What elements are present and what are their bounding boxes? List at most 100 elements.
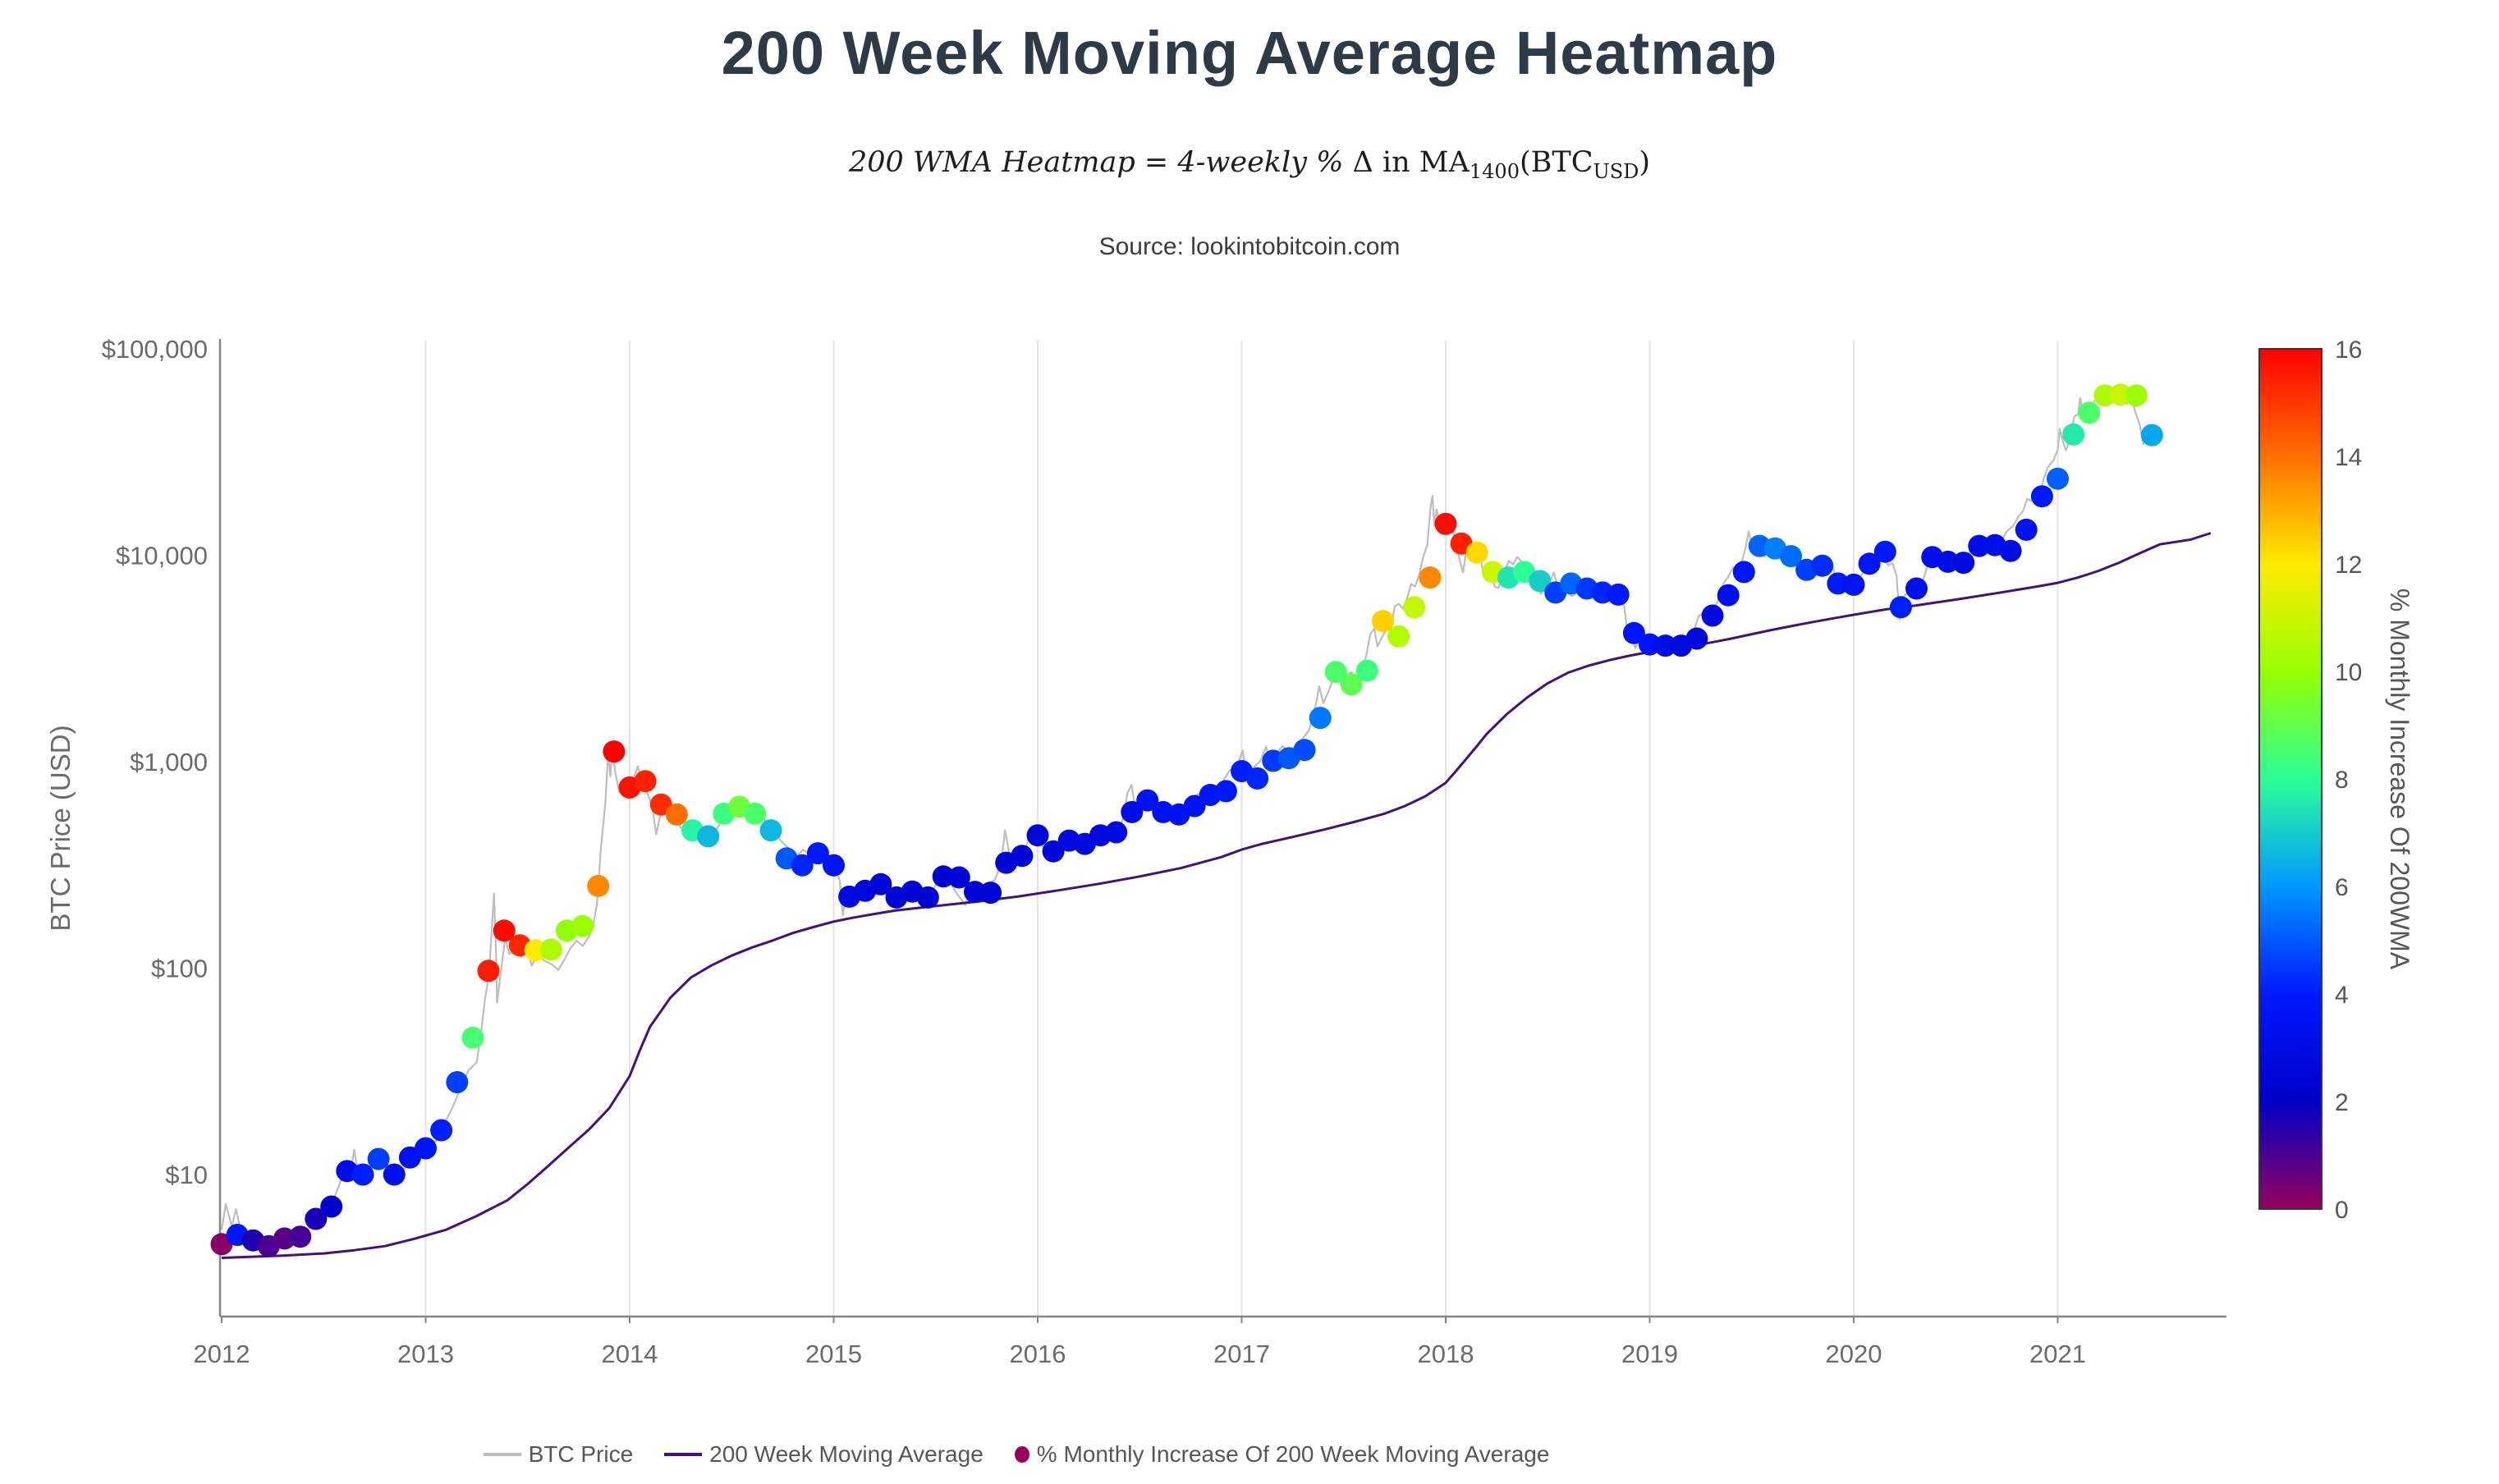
heatmap-dot[interactable] [869,873,892,895]
formula-delta: Δ [1352,146,1373,179]
heatmap-dot[interactable] [2062,423,2085,446]
heatmap-dot[interactable] [1309,707,1332,730]
heatmap-dot[interactable] [791,854,814,877]
heatmap-dot[interactable] [1355,659,1378,682]
heatmap-dot[interactable] [320,1195,343,1218]
heatmap-dot[interactable] [1889,596,1912,619]
heatmap-dot[interactable] [1607,583,1630,606]
heatmap-dot[interactable] [2078,401,2101,424]
heatmap-dot[interactable] [1372,610,1394,633]
heatmap-dot[interactable] [430,1119,453,1142]
y-tick-label-10000: $10,000 [116,542,208,570]
heatmap-dot[interactable] [1858,552,1881,575]
colorbar-tick-label-0: 0 [2335,1197,2349,1224]
heatmap-dot[interactable] [446,1071,469,1093]
heatmap-dot[interactable] [932,865,955,888]
heatmap-dot[interactable] [1026,824,1049,847]
heatmap-dot[interactable] [1042,840,1065,863]
y-tick-label-100000: $100,000 [102,335,208,364]
heatmap-dot[interactable] [1183,795,1206,818]
heatmap-dot[interactable] [1214,780,1237,803]
heatmap-dot[interactable] [1121,800,1144,823]
heatmap-dot[interactable] [1968,534,1991,557]
colorbar-tick-label-14: 14 [2335,444,2362,471]
colorbar-tick-label-6: 6 [2335,874,2349,901]
heatmap-dot[interactable] [2015,518,2038,541]
y-tick-label-1000: $1,000 [130,748,208,776]
heatmap-dot[interactable] [916,886,939,909]
heatmap-dot[interactable] [665,803,688,826]
heatmap-dot[interactable] [1105,821,1128,844]
heatmap-dot[interactable] [1717,584,1740,607]
heatmap-dot[interactable] [1246,767,1269,790]
heatmap-dot[interactable] [1136,789,1159,812]
colorbar-tick-label-4: 4 [2335,982,2349,1009]
x-tick-label-2014: 2014 [602,1340,658,1368]
heatmap-dot[interactable] [1905,577,1928,600]
heatmap-dot[interactable] [2047,467,2069,490]
heatmap-dot[interactable] [1873,540,1896,563]
heatmap-dot[interactable] [1952,552,1975,575]
heatmap-dot[interactable] [1685,627,1708,650]
heatmap-dot[interactable] [367,1147,390,1170]
heatmap-dot[interactable] [1701,604,1724,627]
heatmap-dot[interactable] [823,854,845,877]
x-tick-label-2021: 2021 [2029,1340,2086,1368]
heatmap-dot[interactable] [979,882,1002,905]
heatmap-dot[interactable] [539,938,562,961]
heatmap-dot[interactable] [1811,554,1834,577]
heatmap-dot[interactable] [603,740,626,763]
heatmap-dot[interactable] [1387,625,1410,648]
heatmap-dot[interactable] [1654,634,1677,657]
legend-item-0[interactable]: BTC Price [483,1441,633,1468]
heatmap-dot[interactable] [1324,661,1347,684]
heatmap-dot[interactable] [383,1163,406,1186]
heatmap-dot[interactable] [1011,845,1034,868]
colorbar-tick-label-10: 10 [2335,659,2362,686]
wma-line[interactable] [221,532,2212,1259]
heatmap-dot[interactable] [477,960,500,982]
formula-lhs: 200 WMA Heatmap [848,146,1135,179]
heatmap-dot[interactable] [571,914,594,937]
heatmap-dot[interactable] [1622,621,1645,644]
heatmap-dot[interactable] [1419,566,1442,589]
legend-item-1[interactable]: 200 Week Moving Average [664,1441,984,1468]
heatmap-dot[interactable] [289,1225,312,1248]
legend-item-2[interactable]: % Monthly Increase Of 200 Week Moving Av… [1014,1441,1549,1468]
colorbar [2258,348,2322,1210]
heatmap-dot[interactable] [1529,570,1552,593]
heatmap-dot[interactable] [1732,561,1755,584]
heatmap-dot[interactable] [1465,541,1488,564]
heatmap-dot[interactable] [415,1137,437,1160]
y-tick-label-100: $100 [151,955,208,983]
heatmap-dot[interactable] [806,842,829,865]
heatmap-dot[interactable] [1293,739,1316,762]
heatmap-dot[interactable] [1434,512,1457,535]
heatmap-dot[interactable] [2140,424,2163,447]
heatmap-dot[interactable] [964,881,986,904]
heatmap-dot[interactable] [759,819,782,842]
heatmap-dot[interactable] [744,802,767,825]
heatmap-dot[interactable] [947,866,970,889]
heatmap-dot[interactable] [587,874,610,897]
heatmap-dot[interactable] [524,939,547,962]
formula-ma: MA [1419,146,1470,179]
heatmap-dot[interactable] [2093,384,2116,407]
heatmap-dot[interactable] [493,919,516,942]
heatmap-dot[interactable] [1999,539,2022,562]
heatmap-dot[interactable] [2125,384,2148,407]
formula-in: in [1373,146,1419,179]
heatmap-dot[interactable] [1780,545,1802,568]
heatmap-dot[interactable] [2030,485,2053,508]
heatmap-dot[interactable] [2109,383,2132,406]
heatmap-dot[interactable] [305,1207,328,1230]
heatmap-dot[interactable] [1340,673,1363,696]
heatmap-dot[interactable] [634,770,657,793]
heatmap-dot[interactable] [697,825,720,848]
heatmap-dot[interactable] [1403,596,1426,619]
heatmap-dot[interactable] [461,1026,484,1049]
heatmap-dot[interactable] [1842,573,1865,596]
heatmap-dot[interactable] [351,1163,374,1186]
colorbar-title: % Monthly Increase Of 200WMA [2385,589,2414,970]
